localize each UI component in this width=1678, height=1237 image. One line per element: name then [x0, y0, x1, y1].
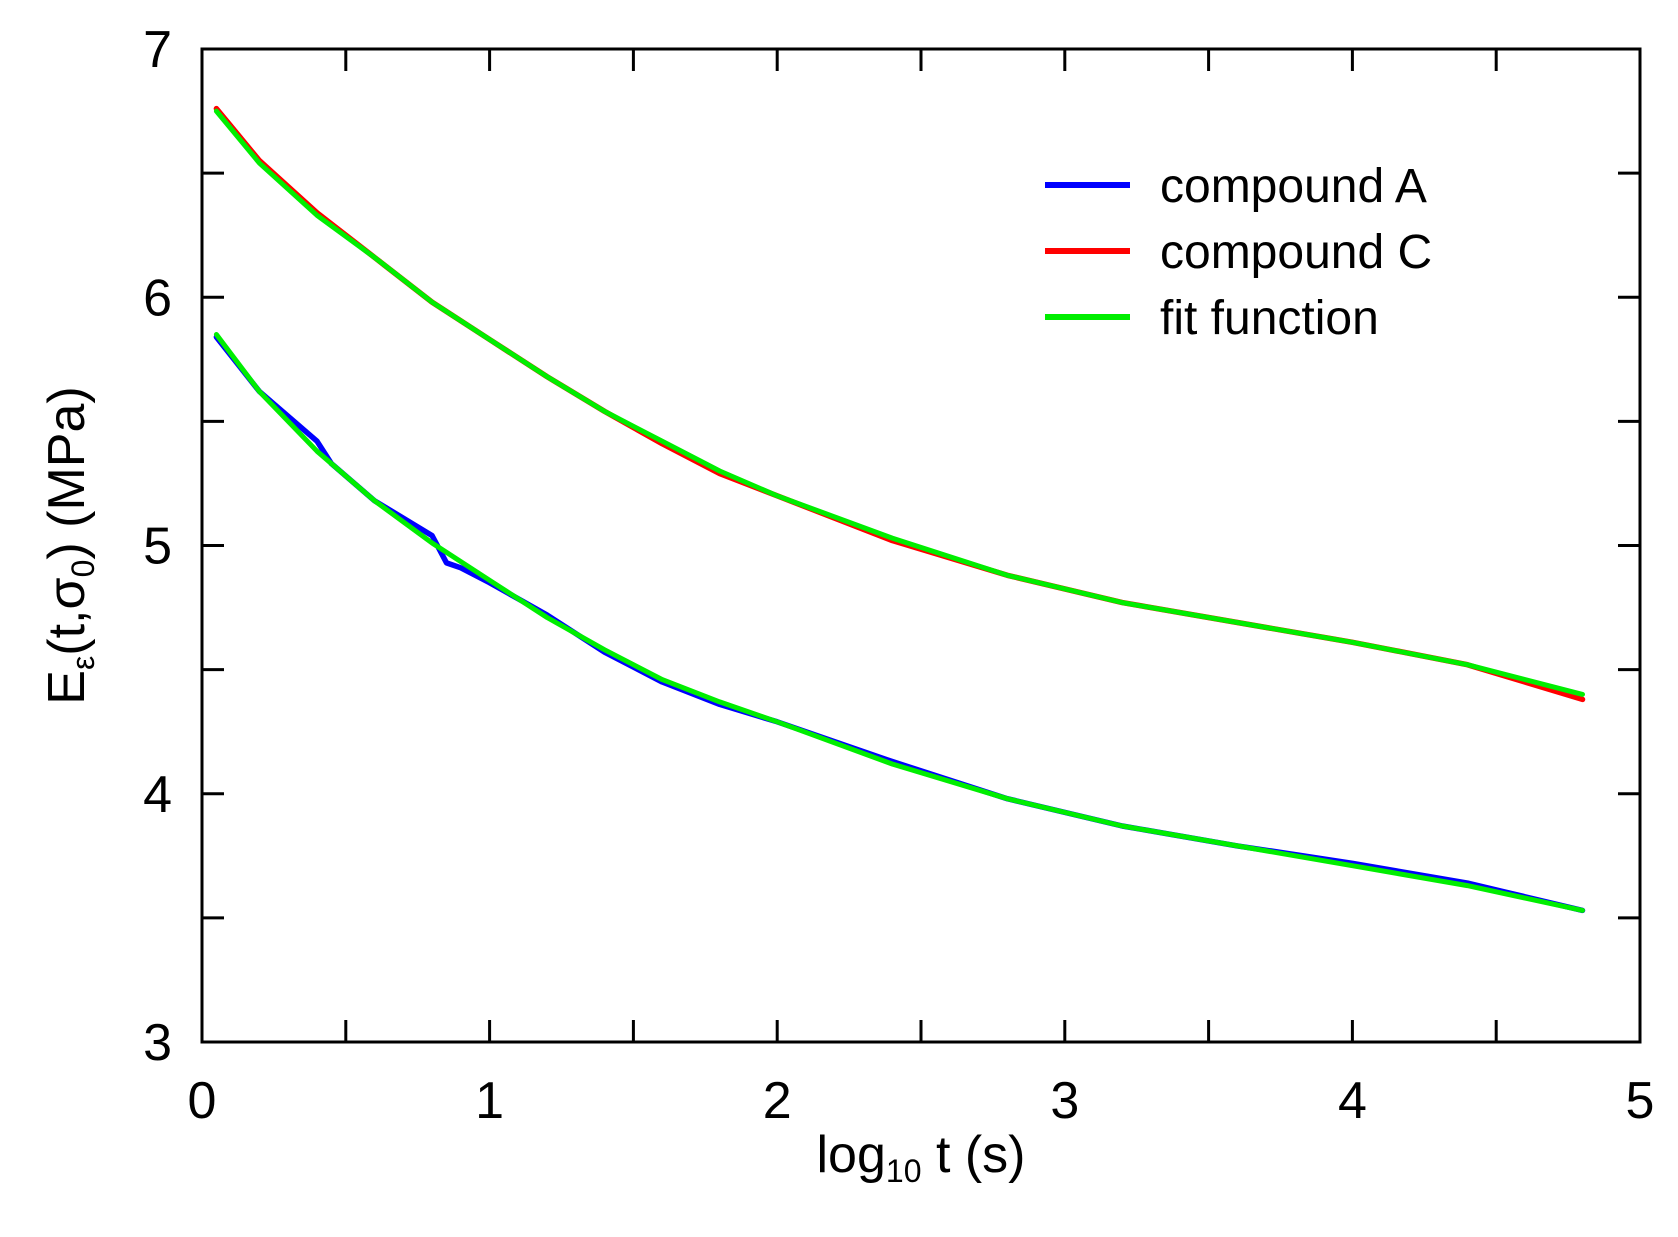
x-axis-label: log10 t (s) [817, 1126, 1026, 1189]
series-line-0 [213, 334, 1586, 914]
x-axis-label-base: log [817, 1126, 886, 1184]
y-tick-label: 7 [143, 21, 172, 79]
legend-label: compound C [1160, 226, 1432, 279]
y-tick-label: 3 [143, 1014, 172, 1072]
y-axis-label-sub2: 0 [65, 560, 101, 578]
series-line-3 [213, 108, 1585, 697]
x-tick-label: 0 [188, 1072, 217, 1130]
x-tick-label: 2 [763, 1072, 792, 1130]
y-tick-label: 4 [143, 766, 172, 824]
y-axis-label-mid: (t,σ [38, 577, 96, 655]
series-line-2 [213, 332, 1585, 913]
legend-item: compound C [1045, 226, 1432, 279]
legend-label: fit function [1160, 292, 1379, 345]
legend: compound A compound C fit function [1045, 160, 1432, 345]
y-axis-label-sub1: ε [65, 656, 101, 670]
y-axis-label-end: ) (MPa) [38, 386, 96, 559]
x-tick-label: 1 [475, 1072, 504, 1130]
legend-item: compound A [1045, 160, 1427, 213]
y-axis-label-main: E [38, 670, 96, 705]
x-axis-label-subscript: 10 [886, 1153, 922, 1189]
series-layer [213, 105, 1586, 914]
x-tick-label: 4 [1338, 1072, 1367, 1130]
x-tick-label: 3 [1050, 1072, 1079, 1130]
x-axis-label-rest: t (s) [922, 1126, 1026, 1184]
y-tick-label: 5 [143, 518, 172, 576]
x-tick-label: 5 [1626, 1072, 1655, 1130]
y-axis-label: Eε(t,σ0) (MPa) [38, 386, 101, 704]
y-tick-label: 6 [143, 269, 172, 327]
legend-label: compound A [1160, 160, 1427, 213]
legend-item: fit function [1045, 292, 1379, 345]
ticks-layer: 0 1 2 3 4 5 3 4 5 6 7 [143, 21, 1654, 1130]
